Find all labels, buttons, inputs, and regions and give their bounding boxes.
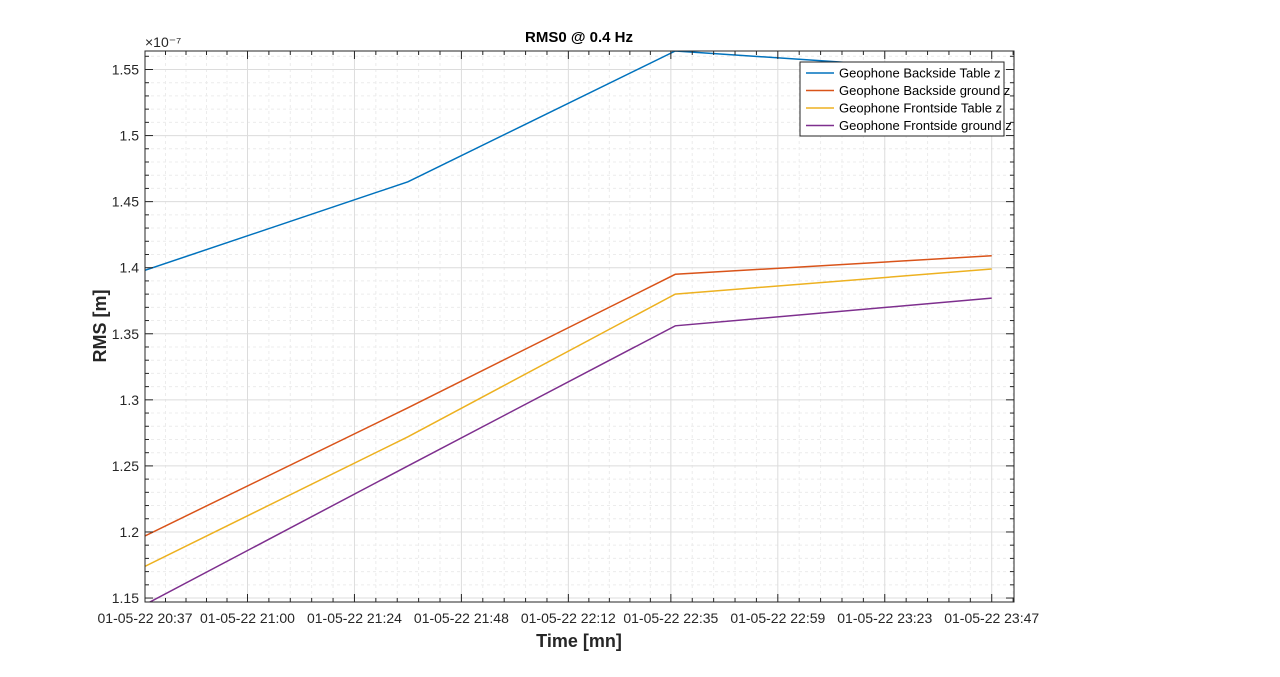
- y-tick-label: 1.4: [120, 260, 140, 276]
- y-tick-label: 1.25: [112, 458, 139, 474]
- minor-grid: [145, 51, 1014, 602]
- x-tick-labels: 01-05-22 20:37 01-05-22 21:00 01-05-22 21:…: [98, 610, 1040, 626]
- series-line-4: [148, 297, 992, 602]
- x-tick-label: 01-05-22 20:37: [98, 610, 193, 626]
- series-line-2: [145, 255, 992, 537]
- x-tick-label: 01-05-22 21:00: [200, 610, 295, 626]
- x-axis-label: Time [mn]: [536, 631, 622, 651]
- legend-entry: Geophone Frontside ground z: [839, 118, 1012, 133]
- y-tick-label: 1.55: [112, 61, 139, 77]
- x-tick-label: 01-05-22 23:47: [944, 610, 1039, 626]
- y-axis-label: RMS [m]: [90, 290, 110, 363]
- legend-entry: Geophone Backside Table z: [839, 66, 1001, 81]
- y-tick-label: 1.2: [120, 524, 140, 540]
- y-tick-label: 1.45: [112, 194, 139, 210]
- tick-marks: [144, 51, 1014, 602]
- chart-title: RMS0 @ 0.4 Hz: [525, 29, 633, 46]
- x-tick-label: 01-05-22 23:23: [837, 610, 932, 626]
- legend-entry: Geophone Backside ground z: [839, 83, 1010, 98]
- x-tick-label: 01-05-22 21:24: [307, 610, 402, 626]
- legend-entry: Geophone Frontside Table z: [839, 101, 1002, 116]
- x-tick-label: 01-05-22 22:12: [521, 610, 616, 626]
- y-tick-label: 1.15: [112, 590, 139, 606]
- legend: Geophone Backside Table z Geophone Backsi…: [799, 61, 1012, 137]
- y-tick-label: 1.3: [120, 392, 140, 408]
- x-tick-label: 01-05-22 21:48: [414, 610, 509, 626]
- x-tick-label: 01-05-22 22:35: [623, 610, 718, 626]
- y-exponent-label: ×10⁻⁷: [145, 34, 181, 50]
- legend-box: [799, 61, 1005, 137]
- series-line-3: [145, 268, 992, 567]
- y-tick-label: 1.5: [120, 128, 140, 144]
- y-tick-labels: 1.15 1.2 1.25 1.3 1.35 1.4 1.45 1.5 1.55: [112, 61, 139, 606]
- x-tick-label: 01-05-22 22:59: [730, 610, 825, 626]
- plot-frame: [144, 50, 1015, 603]
- y-tick-label: 1.35: [112, 326, 139, 342]
